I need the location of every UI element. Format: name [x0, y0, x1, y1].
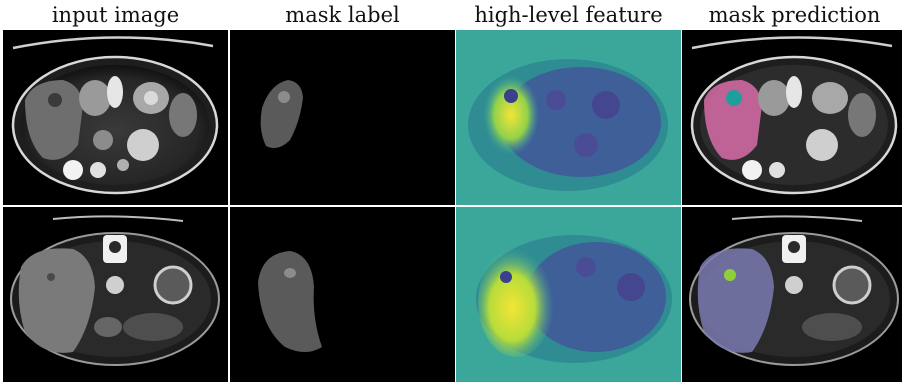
ct-overlay-row2: [682, 207, 902, 382]
row1-input-image: [3, 30, 228, 205]
row1-mask-label: [230, 30, 455, 205]
liver-mask-row1: [230, 30, 455, 205]
row1-mask-prediction: [682, 30, 902, 205]
row2-high-level-feature: [456, 207, 681, 382]
liver-mask-row2: [230, 207, 455, 382]
feature-heatmap-row2: [456, 207, 681, 382]
row1-high-level-feature: [456, 30, 681, 205]
row2-mask-label: [230, 207, 455, 382]
ct-scan-row2: [3, 207, 228, 382]
row2-mask-prediction: [682, 207, 902, 382]
feature-heatmap-row1: [456, 30, 681, 205]
header-mask-prediction: mask prediction: [708, 3, 881, 27]
header-mask-label: mask label: [285, 3, 400, 27]
header-high-level-feature: high-level feature: [474, 3, 663, 27]
ct-scan-row1: [3, 30, 228, 205]
column-headers: input image mask label high-level featur…: [0, 0, 902, 30]
row2-input-image: [3, 207, 228, 382]
ct-overlay-row1: [682, 30, 902, 205]
header-input-image: input image: [51, 3, 180, 27]
